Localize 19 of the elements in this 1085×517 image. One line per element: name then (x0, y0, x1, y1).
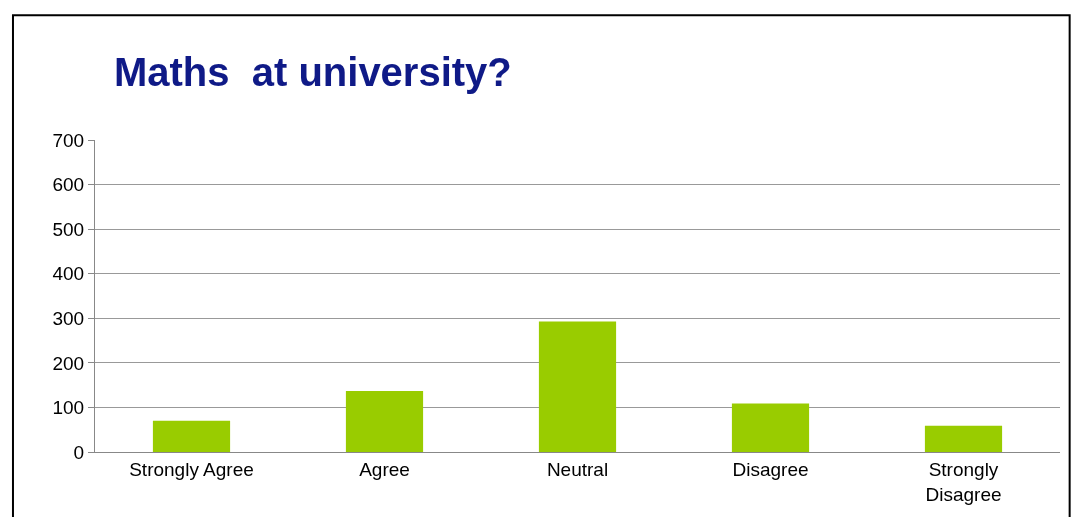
x-tick-label: Agree (359, 458, 410, 480)
chart-title: Maths at university? (113, 50, 512, 95)
y-tick-label: 600 (52, 174, 85, 196)
bar (152, 420, 231, 452)
y-tick-label: 300 (52, 307, 85, 329)
bar (731, 403, 810, 452)
bar (538, 321, 617, 452)
x-tick-label: Strongly Disagree (925, 458, 1002, 505)
y-tick-label: 0 (73, 441, 85, 463)
x-tick-label: Neutral (546, 458, 609, 480)
x-tick-label: Strongly Agree (129, 458, 254, 480)
bar (924, 425, 1003, 452)
y-tick-label: 100 (52, 397, 85, 419)
bar (345, 390, 424, 452)
y-tick-label: 200 (52, 352, 85, 374)
y-tick-label: 700 (52, 129, 85, 151)
x-tick-label: Disagree (732, 458, 809, 480)
y-tick-label: 500 (52, 218, 85, 240)
y-tick-label: 400 (52, 263, 85, 285)
